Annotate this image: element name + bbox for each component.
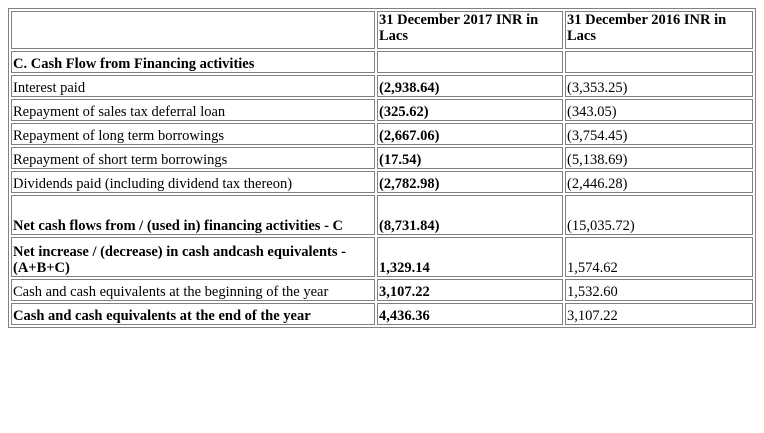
row-label: Net increase / (decrease) in cash andcas… bbox=[11, 237, 375, 277]
table-row: Net increase / (decrease) in cash andcas… bbox=[11, 237, 753, 277]
value-2016: (15,035.72) bbox=[565, 195, 753, 235]
value-2016: 1,574.62 bbox=[565, 237, 753, 277]
value-2017: 3,107.22 bbox=[377, 279, 563, 301]
table-row: Net cash flows from / (used in) financin… bbox=[11, 195, 753, 235]
row-label: Dividends paid (including dividend tax t… bbox=[11, 171, 375, 193]
value-2016: (3,754.45) bbox=[565, 123, 753, 145]
value-2017: (17.54) bbox=[377, 147, 563, 169]
value-2016: (343.05) bbox=[565, 99, 753, 121]
value-2016: 1,532.60 bbox=[565, 279, 753, 301]
row-label: Cash and cash equivalents at the end of … bbox=[11, 303, 375, 325]
table-row: Repayment of long term borrowings (2,667… bbox=[11, 123, 753, 145]
value-2017: 4,436.36 bbox=[377, 303, 563, 325]
table-row: Dividends paid (including dividend tax t… bbox=[11, 171, 753, 193]
section-empty-2017 bbox=[377, 51, 563, 73]
cash-flow-table: 31 December 2017 INR in Lacs 31 December… bbox=[8, 8, 756, 328]
header-row: 31 December 2017 INR in Lacs 31 December… bbox=[11, 11, 753, 49]
value-2017: (2,938.64) bbox=[377, 75, 563, 97]
header-2017: 31 December 2017 INR in Lacs bbox=[377, 11, 563, 49]
table-row: Cash and cash equivalents at the end of … bbox=[11, 303, 753, 325]
row-label: Repayment of long term borrowings bbox=[11, 123, 375, 145]
value-2016: (2,446.28) bbox=[565, 171, 753, 193]
header-empty-cell bbox=[11, 11, 375, 49]
table-row: Cash and cash equivalents at the beginni… bbox=[11, 279, 753, 301]
row-label: Repayment of short term borrowings bbox=[11, 147, 375, 169]
row-label: Cash and cash equivalents at the beginni… bbox=[11, 279, 375, 301]
value-2017: 1,329.14 bbox=[377, 237, 563, 277]
header-2016: 31 December 2016 INR in Lacs bbox=[565, 11, 753, 49]
table-row: Interest paid (2,938.64) (3,353.25) bbox=[11, 75, 753, 97]
section-empty-2016 bbox=[565, 51, 753, 73]
table-row: Repayment of short term borrowings (17.5… bbox=[11, 147, 753, 169]
value-2017: (2,667.06) bbox=[377, 123, 563, 145]
table-row: Repayment of sales tax deferral loan (32… bbox=[11, 99, 753, 121]
value-2017: (2,782.98) bbox=[377, 171, 563, 193]
row-label: Interest paid bbox=[11, 75, 375, 97]
value-2017: (8,731.84) bbox=[377, 195, 563, 235]
section-row: C. Cash Flow from Financing activities bbox=[11, 51, 753, 73]
value-2016: 3,107.22 bbox=[565, 303, 753, 325]
row-label: Net cash flows from / (used in) financin… bbox=[11, 195, 375, 235]
value-2016: (3,353.25) bbox=[565, 75, 753, 97]
value-2017: (325.62) bbox=[377, 99, 563, 121]
row-label: Repayment of sales tax deferral loan bbox=[11, 99, 375, 121]
section-title: C. Cash Flow from Financing activities bbox=[11, 51, 375, 73]
value-2016: (5,138.69) bbox=[565, 147, 753, 169]
